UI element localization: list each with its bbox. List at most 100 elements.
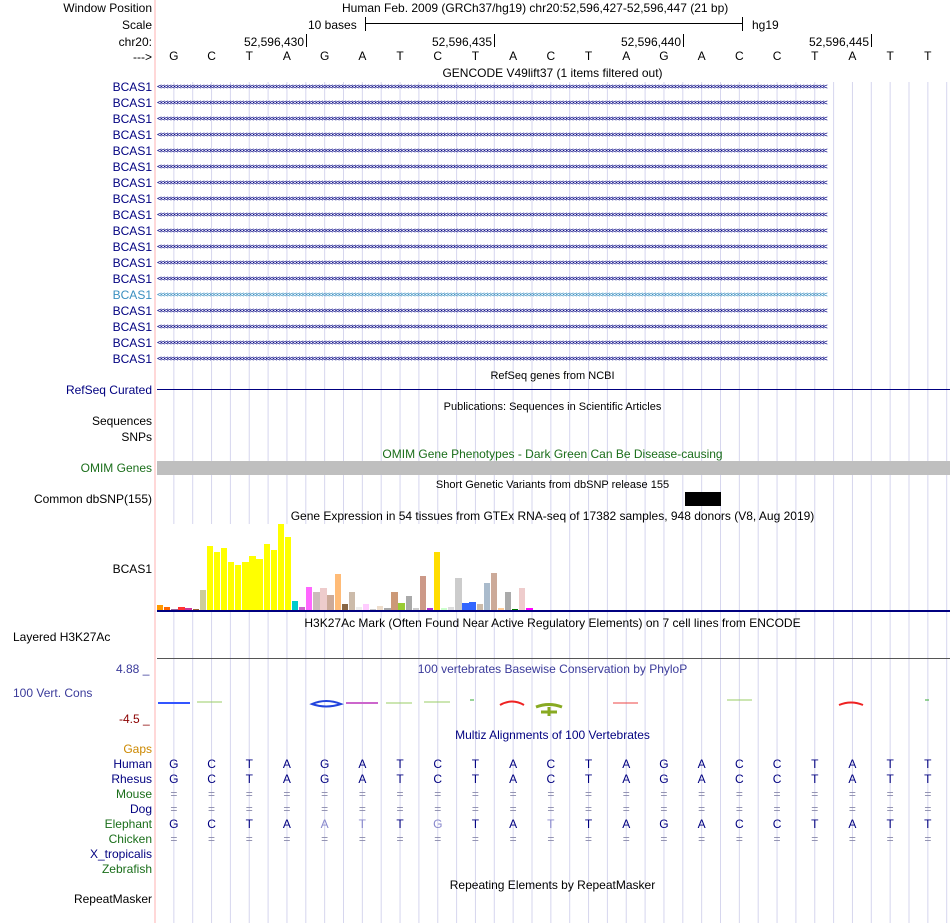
gencode-transcript-label[interactable]: BCAS1 <box>112 240 152 254</box>
gtex-tissue-bar[interactable] <box>519 588 526 610</box>
gtex-tissue-bar[interactable] <box>504 592 512 610</box>
dbsnp-label[interactable]: Common dbSNP(155) <box>33 492 152 506</box>
gtex-tissue-bar[interactable] <box>171 609 178 610</box>
gtex-tissue-bar[interactable] <box>228 562 235 610</box>
gtex-tissue-bar[interactable] <box>185 608 192 610</box>
gencode-transcript-label[interactable]: BCAS1 <box>112 256 152 270</box>
gtex-tissue-bar[interactable] <box>291 601 299 610</box>
gencode-transcript[interactable]: <<<<<<<<<<<<<<<<<<<<<<<<<<<<<<<<<<<<<<<<… <box>157 130 828 139</box>
gtex-tissue-bar[interactable] <box>220 548 228 610</box>
gtex-tissue-bar[interactable] <box>419 576 427 610</box>
gencode-transcript-label[interactable]: BCAS1 <box>112 224 152 238</box>
gtex-tissue-bar[interactable] <box>455 578 462 610</box>
gencode-transcript[interactable]: <<<<<<<<<<<<<<<<<<<<<<<<<<<<<<<<<<<<<<<<… <box>157 290 828 299</box>
gtex-tissue-bar[interactable] <box>341 604 348 610</box>
gencode-transcript[interactable]: <<<<<<<<<<<<<<<<<<<<<<<<<<<<<<<<<<<<<<<<… <box>157 146 828 155</box>
gtex-tissue-bar[interactable] <box>462 603 469 610</box>
gtex-tissue-bar[interactable] <box>426 608 434 610</box>
gtex-tissue-bar[interactable] <box>362 604 370 610</box>
gtex-tissue-bar[interactable] <box>377 606 384 610</box>
gtex-tissue-bar[interactable] <box>249 556 256 610</box>
gtex-tissue-bar[interactable] <box>334 574 341 610</box>
gencode-transcript-label[interactable]: BCAS1 <box>112 272 152 286</box>
gtex-tissue-bar[interactable] <box>476 604 483 610</box>
gtex-tissue-bar[interactable] <box>412 608 419 610</box>
gtex-tissue-bar[interactable] <box>270 550 277 610</box>
species-label[interactable]: Zebrafish <box>101 862 152 876</box>
gencode-transcript[interactable]: <<<<<<<<<<<<<<<<<<<<<<<<<<<<<<<<<<<<<<<<… <box>157 178 828 187</box>
species-label[interactable]: Mouse <box>115 787 152 801</box>
gtex-tissue-bar[interactable] <box>199 590 206 610</box>
gtex-tissue-bar[interactable] <box>448 607 455 610</box>
gencode-transcript[interactable]: <<<<<<<<<<<<<<<<<<<<<<<<<<<<<<<<<<<<<<<<… <box>157 338 828 347</box>
gencode-transcript[interactable]: <<<<<<<<<<<<<<<<<<<<<<<<<<<<<<<<<<<<<<<<… <box>157 322 828 331</box>
gencode-transcript[interactable]: <<<<<<<<<<<<<<<<<<<<<<<<<<<<<<<<<<<<<<<<… <box>157 354 828 363</box>
gtex-tissue-bar[interactable] <box>192 609 199 610</box>
gencode-transcript-label[interactable]: BCAS1 <box>112 96 152 110</box>
gencode-transcript-label[interactable]: BCAS1 <box>112 288 152 302</box>
gtex-tissue-bar[interactable] <box>235 565 242 610</box>
gencode-transcript-label[interactable]: BCAS1 <box>112 192 152 206</box>
gencode-transcript[interactable]: <<<<<<<<<<<<<<<<<<<<<<<<<<<<<<<<<<<<<<<<… <box>157 114 828 123</box>
species-label[interactable]: Elephant <box>104 817 152 831</box>
dbsnp-variant[interactable] <box>685 492 721 506</box>
gencode-transcript-label[interactable]: BCAS1 <box>112 160 152 174</box>
gencode-transcript-label[interactable]: BCAS1 <box>112 304 152 318</box>
gtex-tissue-bar[interactable] <box>370 609 377 610</box>
gencode-transcript[interactable]: <<<<<<<<<<<<<<<<<<<<<<<<<<<<<<<<<<<<<<<<… <box>157 162 828 171</box>
gtex-tissue-bar[interactable] <box>348 592 356 610</box>
sequences-label[interactable]: Sequences <box>91 414 152 428</box>
species-label[interactable]: Dog <box>129 802 152 816</box>
species-label[interactable]: X_tropicalis <box>89 847 152 861</box>
gtex-tissue-bar[interactable] <box>256 559 263 610</box>
gtex-tissue-bar[interactable] <box>497 608 505 610</box>
gtex-tissue-bar[interactable] <box>441 608 448 610</box>
gtex-tissue-bar[interactable] <box>355 607 363 610</box>
gtex-tissue-bar[interactable] <box>526 608 533 610</box>
gtex-tissue-bar[interactable] <box>483 583 490 610</box>
gtex-tissue-bar[interactable] <box>405 596 412 610</box>
refseq-line[interactable] <box>157 389 950 390</box>
gtex-tissue-bar[interactable] <box>206 546 214 610</box>
gtex-tissue-bar[interactable] <box>263 544 270 610</box>
gaps-label[interactable]: Gaps <box>123 742 152 756</box>
refseq-label[interactable]: RefSeq Curated <box>65 383 152 397</box>
gtex-tissue-bar[interactable] <box>284 537 292 610</box>
gtex-tissue-bar[interactable] <box>320 588 327 610</box>
h3k27ac-label[interactable]: Layered H3K27Ac <box>13 630 111 644</box>
species-label[interactable]: Chicken <box>108 832 152 846</box>
gtex-tissue-bar[interactable] <box>157 605 164 610</box>
gencode-transcript[interactable]: <<<<<<<<<<<<<<<<<<<<<<<<<<<<<<<<<<<<<<<<… <box>157 274 828 283</box>
gencode-transcript[interactable]: <<<<<<<<<<<<<<<<<<<<<<<<<<<<<<<<<<<<<<<<… <box>157 242 828 251</box>
gencode-transcript-label[interactable]: BCAS1 <box>112 112 152 126</box>
species-label[interactable]: Human <box>113 757 152 771</box>
omim-label[interactable]: OMIM Genes <box>80 461 152 475</box>
gtex-tissue-bar[interactable] <box>327 595 334 610</box>
gencode-transcript-label[interactable]: BCAS1 <box>112 352 152 366</box>
gtex-tissue-bar[interactable] <box>433 552 441 610</box>
gtex-tissue-bar[interactable] <box>490 573 498 610</box>
gencode-transcript-label[interactable]: BCAS1 <box>112 128 152 142</box>
phylop-label[interactable]: 100 Vert. Cons <box>13 686 93 700</box>
gencode-transcript[interactable]: <<<<<<<<<<<<<<<<<<<<<<<<<<<<<<<<<<<<<<<<… <box>157 82 828 91</box>
gtex-expression-chart[interactable] <box>157 524 537 610</box>
gtex-tissue-bar[interactable] <box>164 607 171 610</box>
snps-label[interactable]: SNPs <box>121 430 152 444</box>
gtex-tissue-bar[interactable] <box>391 592 398 610</box>
gtex-tissue-bar[interactable] <box>277 524 285 610</box>
gtex-tissue-bar[interactable] <box>313 592 320 610</box>
gencode-transcript-label[interactable]: BCAS1 <box>112 144 152 158</box>
gtex-tissue-bar[interactable] <box>469 602 476 610</box>
gencode-transcript[interactable]: <<<<<<<<<<<<<<<<<<<<<<<<<<<<<<<<<<<<<<<<… <box>157 210 828 219</box>
gtex-tissue-bar[interactable] <box>299 607 306 610</box>
gencode-transcript-label[interactable]: BCAS1 <box>112 80 152 94</box>
species-label[interactable]: Rhesus <box>111 772 152 786</box>
gtex-tissue-bar[interactable] <box>398 603 405 610</box>
gtex-tissue-bar[interactable] <box>306 587 313 610</box>
gencode-transcript[interactable]: <<<<<<<<<<<<<<<<<<<<<<<<<<<<<<<<<<<<<<<<… <box>157 306 828 315</box>
gencode-transcript[interactable]: <<<<<<<<<<<<<<<<<<<<<<<<<<<<<<<<<<<<<<<<… <box>157 194 828 203</box>
gtex-gene-label[interactable]: BCAS1 <box>112 562 152 576</box>
gtex-tissue-bar[interactable] <box>384 608 391 610</box>
gtex-tissue-bar[interactable] <box>178 607 185 610</box>
repeatmasker-label[interactable]: RepeatMasker <box>73 892 152 906</box>
